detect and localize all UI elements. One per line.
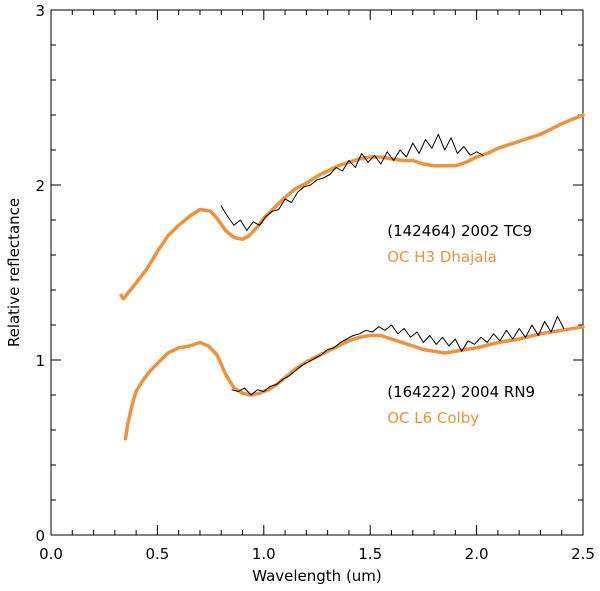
plot-frame [50, 9, 584, 536]
y-tick-label: 2 [35, 177, 45, 195]
x-tick-label: 1.0 [252, 545, 276, 563]
y-axis-label: Relative reflectance [5, 198, 23, 347]
series-layer [119, 113, 585, 441]
series-annotation: (142464) 2002 TC9 [387, 222, 532, 240]
x-tick-label: 2.0 [465, 545, 489, 563]
plot-axes: 0.0 0.5 1.0 1.5 2.0 2.5 0 1 2 3 [35, 2, 594, 563]
series-annotation: OC H3 Dhajala [387, 248, 497, 266]
series-line-oc-l6-colby [123, 325, 585, 441]
series-annotation: OC L6 Colby [387, 409, 479, 427]
series-annotation: (164222) 2004 RN9 [387, 383, 535, 401]
annotation-layer: (142464) 2002 TC9 OC H3 Dhajala (164222) 2… [387, 222, 535, 427]
y-tick-label: 3 [35, 2, 45, 20]
series-line-164222-2004-rn9 [231, 315, 565, 396]
series-line-oc-h3-dhajala [119, 113, 585, 301]
x-tick-label: 2.5 [571, 545, 595, 563]
y-tick-label: 1 [35, 352, 45, 370]
y-tick-label: 0 [35, 527, 45, 545]
x-tick-label: 0.0 [39, 545, 63, 563]
x-tick-label: 0.5 [145, 545, 169, 563]
x-tick-label: 1.5 [358, 545, 382, 563]
series-line-142464-2002-tc9 [220, 133, 484, 231]
x-axis-label: Wavelength (um) [252, 567, 382, 585]
